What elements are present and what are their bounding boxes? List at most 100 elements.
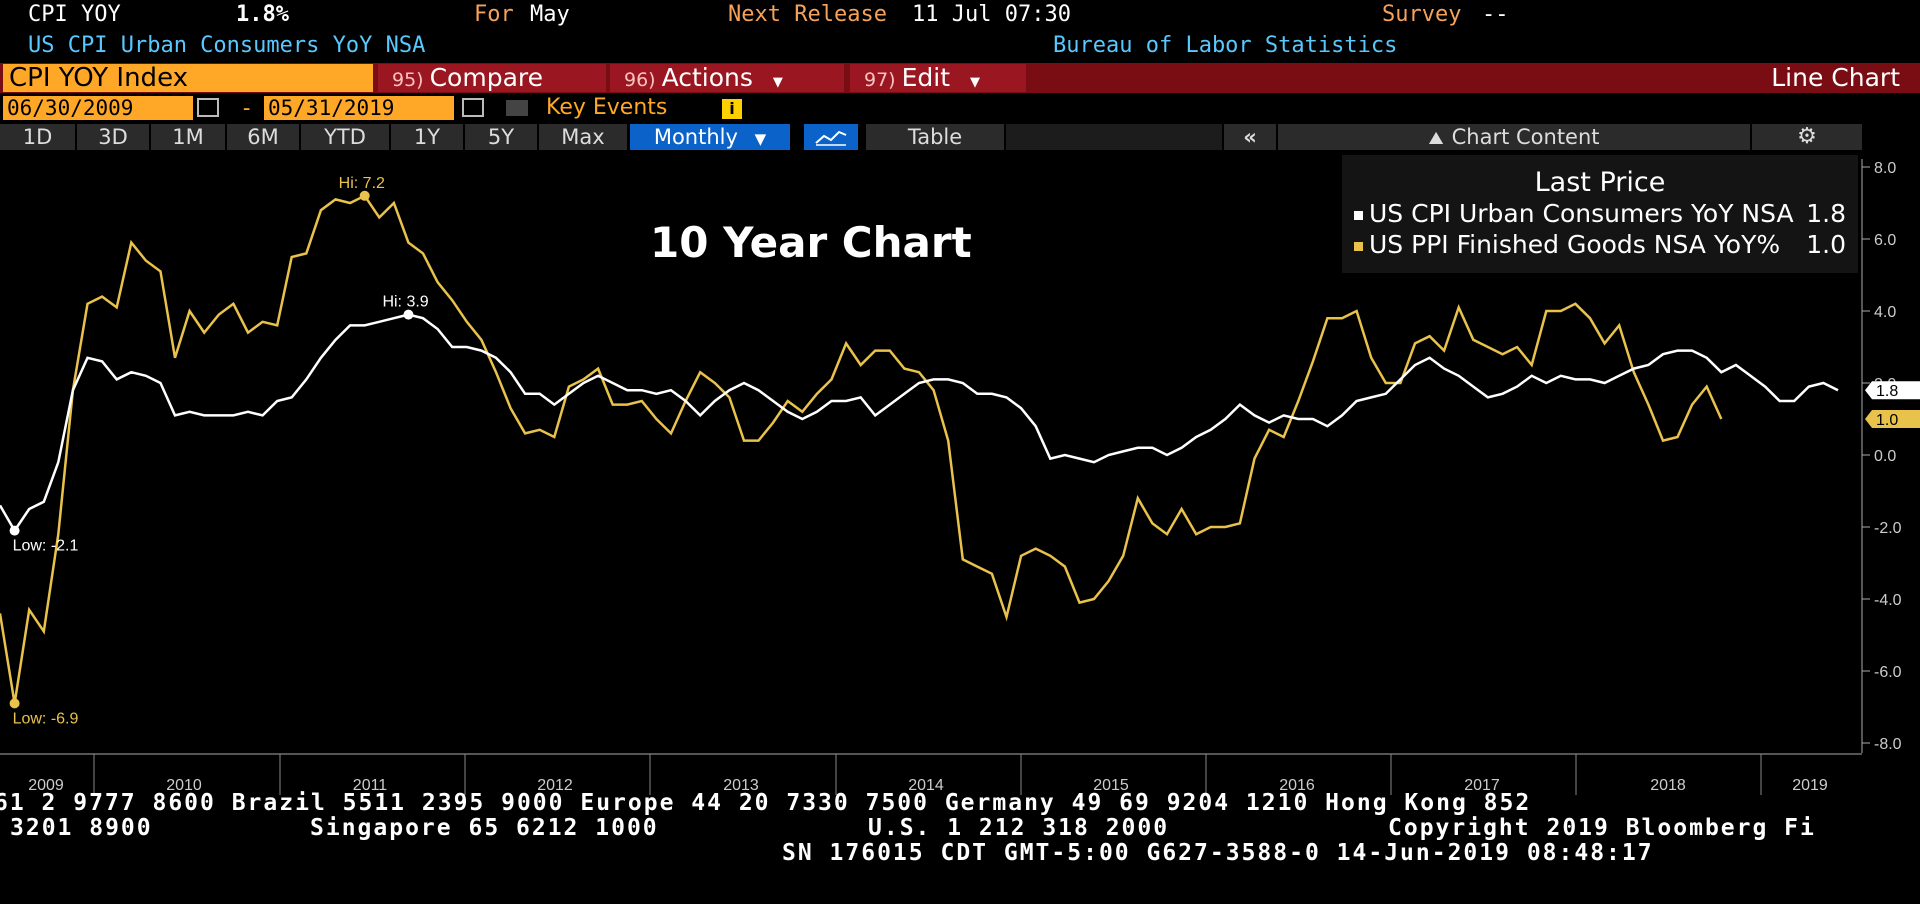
gear-icon[interactable]: ⚙ <box>1752 124 1862 150</box>
edit-number: 97) <box>864 69 896 91</box>
actions-button[interactable]: 96) Actions ▼ <box>610 64 844 92</box>
info-icon[interactable]: i <box>722 99 742 119</box>
x-tick-label: 2011 <box>353 777 388 794</box>
last-value-label: 1.8 <box>1876 383 1898 400</box>
footer-line-2c: U.S. 1 212 318 2000 <box>868 815 1170 841</box>
chart-type-label[interactable]: Line Chart <box>1771 63 1900 92</box>
edit-label: Edit <box>901 63 951 92</box>
tab-3d[interactable]: 3D <box>77 124 149 150</box>
low-marker <box>9 698 20 709</box>
calendar-icon[interactable] <box>197 98 219 117</box>
chevron-down-icon: ▼ <box>969 75 980 90</box>
compare-button[interactable]: 95) Compare <box>378 64 606 92</box>
period-dropdown[interactable]: Monthly ▼ <box>630 124 790 150</box>
key-events-checkbox[interactable] <box>506 100 528 116</box>
legend-label-cpi: US CPI Urban Consumers YoY NSA <box>1369 199 1794 228</box>
release-label: Next Release <box>728 2 887 27</box>
legend-value-ppi: 1.0 <box>1806 230 1846 259</box>
footer-line-1: 61 2 9777 8600 Brazil 5511 2395 9000 Eur… <box>0 790 1532 816</box>
x-tick-label: 2010 <box>166 777 202 794</box>
tab-1m[interactable]: 1M <box>151 124 225 150</box>
x-tick-label: 2012 <box>537 777 573 794</box>
for-label: For <box>474 2 514 27</box>
hi-label: Hi: 7.2 <box>339 175 385 192</box>
tab-ytd[interactable]: YTD <box>301 124 389 150</box>
last-value-tag <box>1865 381 1920 400</box>
y-tick-label: 0.0 <box>1874 448 1896 465</box>
tab-6m[interactable]: 6M <box>227 124 299 150</box>
x-tick-label: 2019 <box>1792 777 1828 794</box>
legend: Last Price US CPI Urban Consumers YoY NS… <box>1342 155 1858 273</box>
y-tick-label: 6.0 <box>1874 232 1896 249</box>
tab-5y[interactable]: 5Y <box>465 124 537 150</box>
x-tick-label: 2017 <box>1464 777 1500 794</box>
chart-title: 10 Year Chart <box>650 218 972 267</box>
key-events-label: Key Events <box>546 95 668 120</box>
last-value-label: 1.0 <box>1876 412 1898 429</box>
tab-1y[interactable]: 1Y <box>391 124 463 150</box>
legend-swatch-ppi <box>1354 241 1363 251</box>
chevron-down-icon: ▼ <box>772 75 783 90</box>
release-value: 11 Jul 07:30 <box>912 2 1071 27</box>
date-separator: - <box>240 96 254 121</box>
last-value-tag <box>1865 410 1920 428</box>
low-marker <box>9 525 20 536</box>
low-label: Low: -2.1 <box>13 538 79 555</box>
x-tick-label: 2018 <box>1650 777 1686 794</box>
series-line-cpi <box>0 313 1839 533</box>
footer-line-2d: Copyright 2019 Bloomberg Fi <box>1388 815 1816 841</box>
legend-item-cpi: US CPI Urban Consumers YoY NSA <box>1354 199 1794 228</box>
x-tick-label: 2015 <box>1093 777 1129 794</box>
actions-label: Actions <box>661 63 753 92</box>
tab-spacer <box>1006 124 1222 150</box>
x-tick-label: 2013 <box>723 777 759 794</box>
footer-line-2b: Singapore 65 6212 1000 <box>310 815 659 841</box>
chart-content-button[interactable]: ⛰ Chart Content <box>1278 124 1750 150</box>
footer-line-2a: 3201 8900 <box>10 815 153 841</box>
footer-line-3: SN 176015 CDT GMT-5:00 G627-3588-0 14-Ju… <box>782 840 1654 866</box>
start-date-field[interactable]: 06/30/2009 <box>3 96 193 120</box>
collapse-icon[interactable]: « <box>1224 124 1276 150</box>
ticker-value: 1.8% <box>236 2 289 27</box>
chart-content-icon: ⛰ <box>1428 128 1444 149</box>
legend-swatch-cpi <box>1354 210 1363 220</box>
compare-label: Compare <box>429 63 543 92</box>
line-chart-icon[interactable] <box>804 124 858 150</box>
chevron-down-icon: ▼ <box>754 130 767 148</box>
tab-1d[interactable]: 1D <box>0 124 75 150</box>
y-tick-label: -8.0 <box>1874 736 1902 753</box>
y-tick-label: 4.0 <box>1874 304 1896 321</box>
legend-value-cpi: 1.8 <box>1806 199 1846 228</box>
legend-title: Last Price <box>1534 167 1666 198</box>
security-description: US CPI Urban Consumers YoY NSA <box>28 33 426 58</box>
table-button[interactable]: Table <box>866 124 1004 150</box>
y-tick-label: -4.0 <box>1874 592 1902 609</box>
y-tick-label: -2.0 <box>1874 520 1902 537</box>
low-label: Low: -6.9 <box>13 710 79 727</box>
survey-value: -- <box>1482 2 1509 27</box>
ticker: CPI YOY <box>28 2 121 27</box>
end-date-field[interactable]: 05/31/2019 <box>264 96 454 120</box>
hi-label: Hi: 3.9 <box>382 294 428 311</box>
period-label: Monthly <box>653 125 738 149</box>
x-tick-label: 2014 <box>908 777 944 794</box>
legend-label-ppi: US PPI Finished Goods NSA YoY% <box>1369 230 1781 259</box>
compare-number: 95) <box>392 69 424 91</box>
tab-max[interactable]: Max <box>539 124 627 150</box>
calendar-icon[interactable] <box>462 98 484 117</box>
legend-item-ppi: US PPI Finished Goods NSA YoY% <box>1354 230 1780 259</box>
y-tick-label: -6.0 <box>1874 664 1902 681</box>
edit-button[interactable]: 97) Edit ▼ <box>850 64 1026 92</box>
x-tick-label: 2016 <box>1279 777 1315 794</box>
hi-marker <box>403 309 414 320</box>
for-value: May <box>530 2 570 27</box>
chart-content-label: Chart Content <box>1451 125 1600 149</box>
actions-number: 96) <box>624 69 656 91</box>
security-field[interactable]: CPI YOY Index <box>3 64 373 92</box>
hi-marker <box>359 190 370 201</box>
y-tick-label: 8.0 <box>1874 160 1896 177</box>
series-line-ppi <box>0 194 1723 704</box>
x-tick-label: 2009 <box>28 777 64 794</box>
data-source: Bureau of Labor Statistics <box>1053 33 1398 58</box>
line-chart: 8.06.04.02.00.0-2.0-4.0-6.0-8.0200920102… <box>0 159 1920 795</box>
